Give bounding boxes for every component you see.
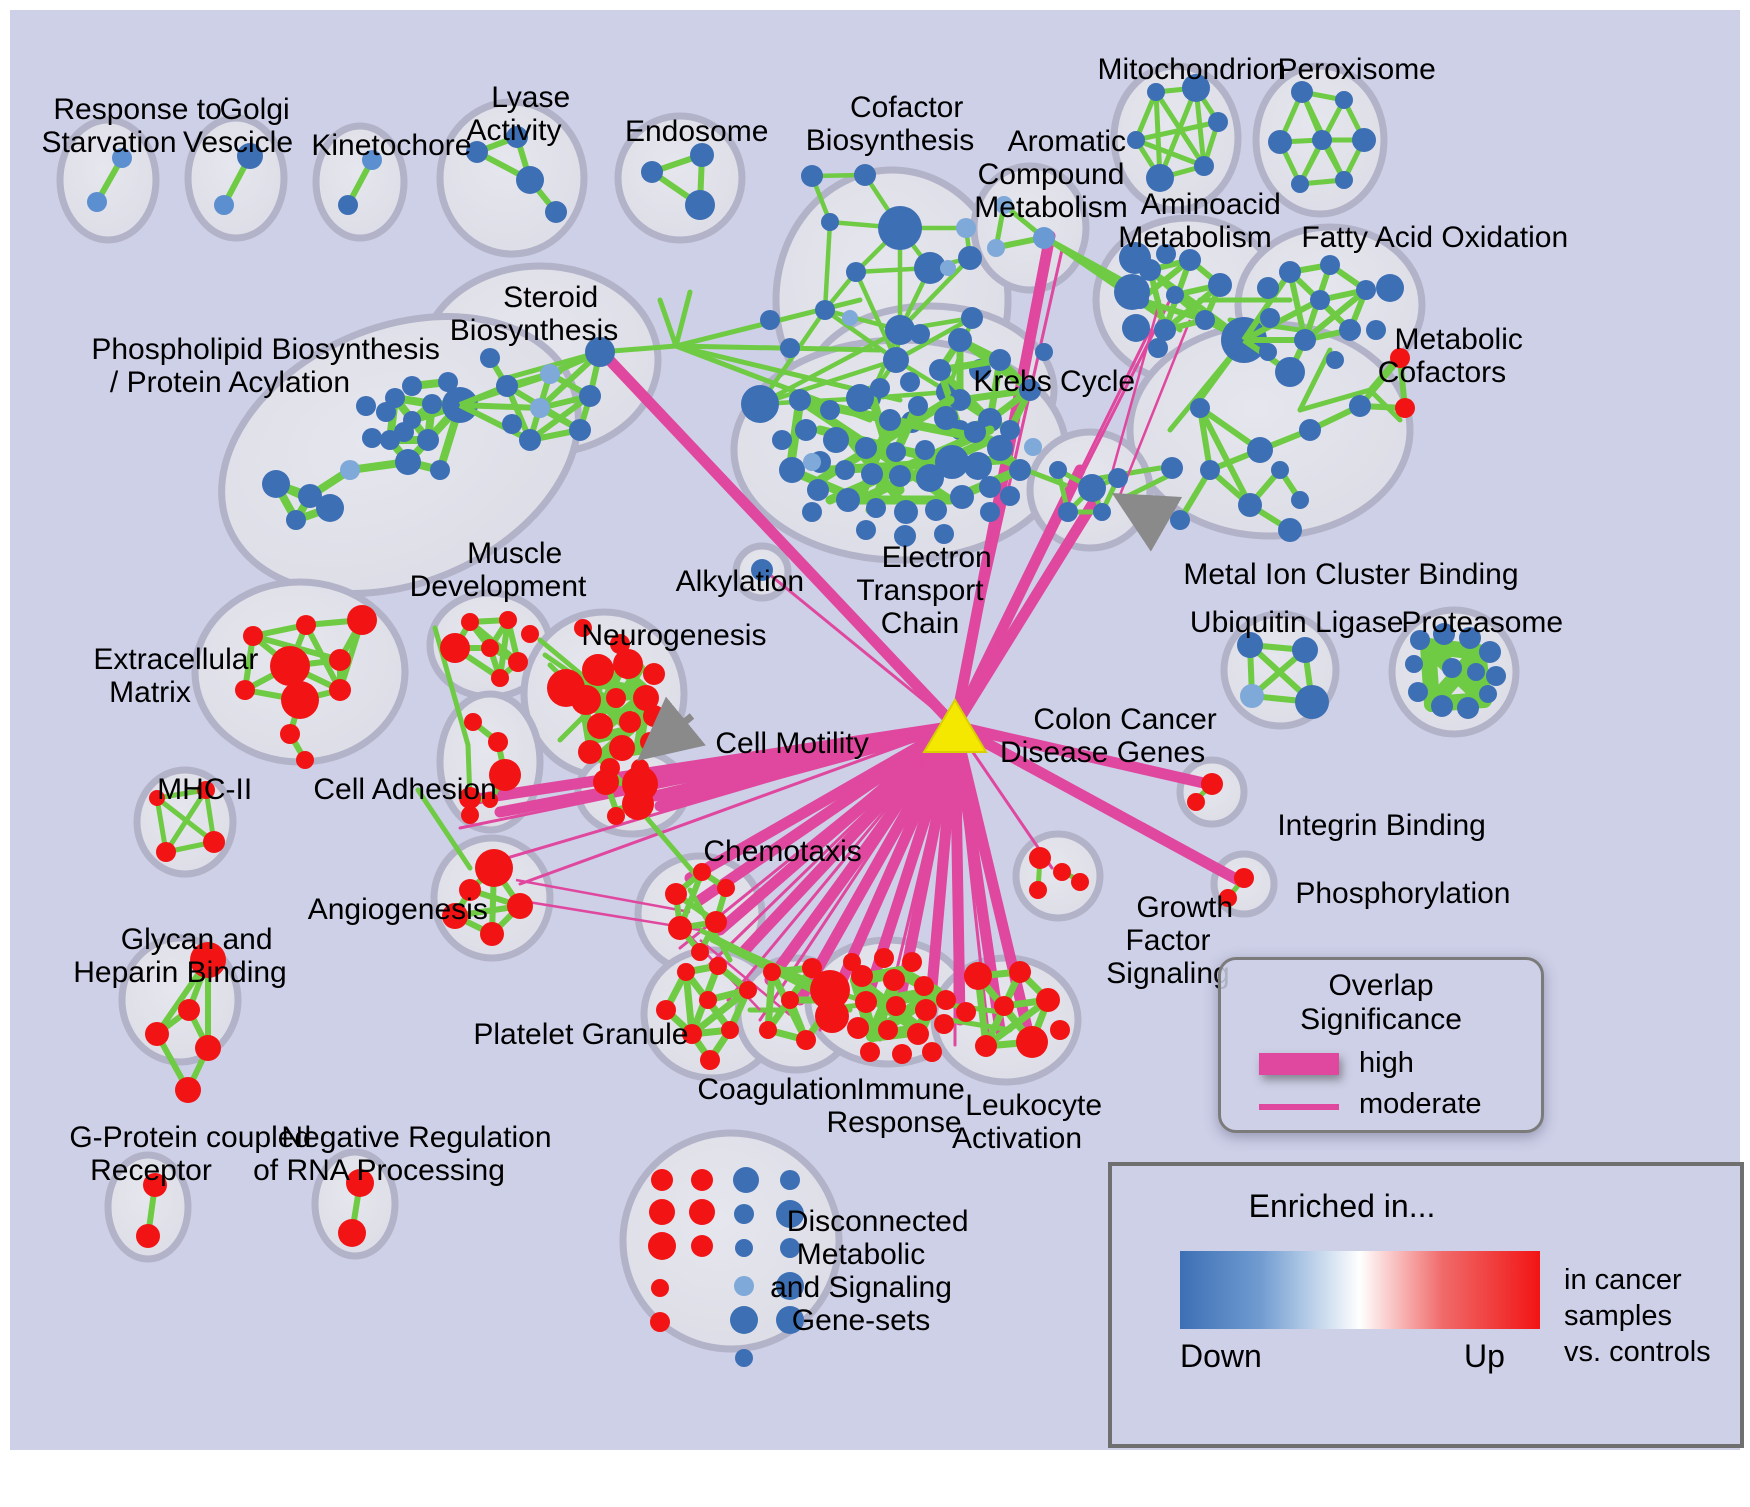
graph-metal-ion-cluster-binding (1049, 461, 1128, 522)
graph-negative-regulation-rna (338, 1169, 374, 1247)
graph-disconnected-gene-sets (648, 1167, 804, 1367)
legend-enriched-title: Enriched in... (1248, 1188, 1436, 1224)
halo-gpcr (104, 1151, 192, 1263)
legend-overlap-title: Overlap Significance (1300, 969, 1462, 1036)
halo-endosome (614, 112, 746, 244)
legend-label-moderate: moderate (1359, 1088, 1482, 1120)
halo-lyase-activity (436, 98, 588, 258)
graph-muscle-development (440, 611, 539, 687)
legend-enriched-side-text: in cancer samples vs. controls (1564, 1264, 1711, 1368)
graph-cofactor-biosynthesis (741, 164, 991, 433)
graph-immune-response (810, 948, 956, 1064)
legend-swatch-high (1259, 1053, 1339, 1075)
legend-color-gradient-bar (1180, 1251, 1540, 1329)
graph-coagulation (759, 958, 843, 1050)
graph-golgi-vescicle (214, 143, 263, 215)
graph-integrin-binding (1187, 773, 1223, 811)
graph-lyase-activity (466, 126, 567, 223)
graph-glycan-heparin-binding (145, 942, 226, 1103)
legend-label-down: Down (1180, 1338, 1262, 1374)
graph-response-to-starvation (87, 148, 132, 212)
graph-angiogenesis (442, 849, 533, 946)
legend-label-up: Up (1464, 1338, 1505, 1374)
graph-extracellular-matrix (235, 605, 377, 769)
graph-phosphorylation (1219, 868, 1254, 907)
graph-ubiquitin-ligase (1237, 632, 1329, 719)
graph-steroid-biosynthesis (458, 337, 615, 451)
annotation-arrows (637, 493, 1183, 761)
graph-leukocyte-activation (956, 961, 1070, 1058)
metal-ion-arrow (1111, 493, 1183, 552)
graph-chemotaxis (665, 863, 735, 961)
graph-proteasome (1405, 623, 1506, 719)
graph-platelet-granule (656, 957, 757, 1070)
cluster-internal-graphs (87, 74, 1506, 1367)
graph-peroxisome (1268, 81, 1376, 193)
graph-metabolic-cofactors (1161, 348, 1415, 542)
hub-edges (458, 230, 1244, 1052)
cell-motility-arrow (637, 696, 706, 761)
graph-mitochondrion (1127, 74, 1228, 192)
graph-alkylation (751, 559, 773, 581)
graph-cell-adhesion (459, 713, 521, 824)
graph-cell-motility (593, 766, 658, 825)
graph-growth-factor-signaling (1029, 847, 1089, 899)
graph-mhc-ii (149, 781, 225, 862)
graph-fatty-acid-oxidation (1241, 255, 1404, 387)
graph-endosome (641, 143, 715, 220)
graph-electron-transport-chain (772, 372, 1042, 547)
legend-overlap-significance: Overlap Significance high moderate (1218, 957, 1544, 1133)
graph-aromatic-compound-metabolism (987, 196, 1055, 257)
legend-swatch-moderate (1259, 1104, 1339, 1110)
legend-label-high: high (1359, 1047, 1414, 1079)
hub-node-colon-cancer-disease-genes[interactable] (922, 698, 988, 753)
legend-enriched-in: Enriched in... Down Up in cancer samples v… (1108, 1162, 1744, 1448)
graph-kinetochore (338, 150, 382, 215)
graph-gpcr (136, 1173, 167, 1248)
